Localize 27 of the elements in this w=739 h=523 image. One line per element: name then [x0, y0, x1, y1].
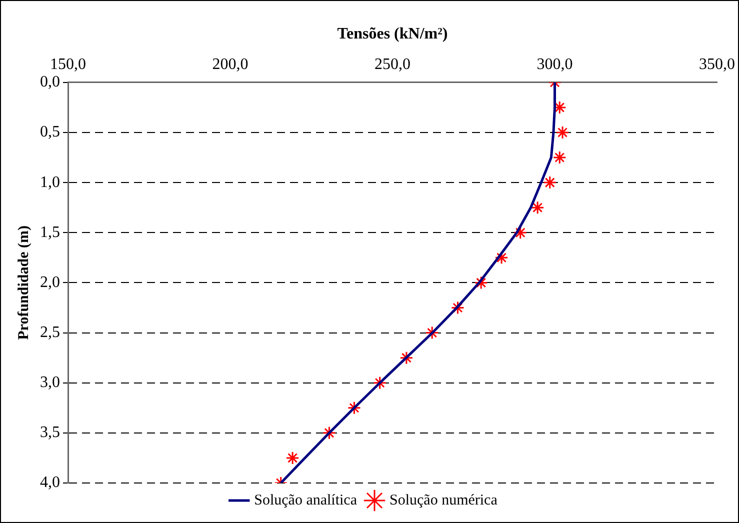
point — [494, 250, 508, 264]
y-axis-title: Profundidade (m) — [16, 226, 32, 340]
x-tick-label: 150,0 — [50, 56, 86, 74]
x-tick-label: 250,0 — [374, 56, 410, 74]
point — [286, 451, 300, 465]
y-tick-label: 4,0 — [40, 474, 60, 492]
point — [514, 226, 528, 240]
y-tick-label: 3,0 — [40, 374, 60, 392]
point — [556, 126, 570, 140]
y-tick-label: 2,0 — [40, 274, 60, 291]
y-tick-label: 2,5 — [40, 324, 60, 341]
point — [543, 176, 557, 190]
point — [530, 200, 544, 214]
x-tick-label: 300,0 — [536, 56, 573, 74]
x-tick-label: 200,0 — [212, 56, 248, 74]
legend-label: Solução numérica — [390, 492, 498, 508]
point — [552, 150, 566, 164]
legend-label: Solução analítica — [254, 492, 358, 508]
point — [474, 276, 488, 290]
x-axis-title: Tensões (kN/m²) — [337, 26, 448, 43]
y-tick-label: 1,0 — [40, 174, 60, 191]
y-tick-label: 1,5 — [40, 224, 60, 241]
point — [450, 300, 464, 314]
x-tick-label: 350,0 — [699, 56, 735, 74]
y-tick-label: 3,5 — [40, 424, 60, 442]
y-tick-label: 0,0 — [40, 74, 60, 91]
y-tick-label: 0,5 — [40, 124, 60, 141]
